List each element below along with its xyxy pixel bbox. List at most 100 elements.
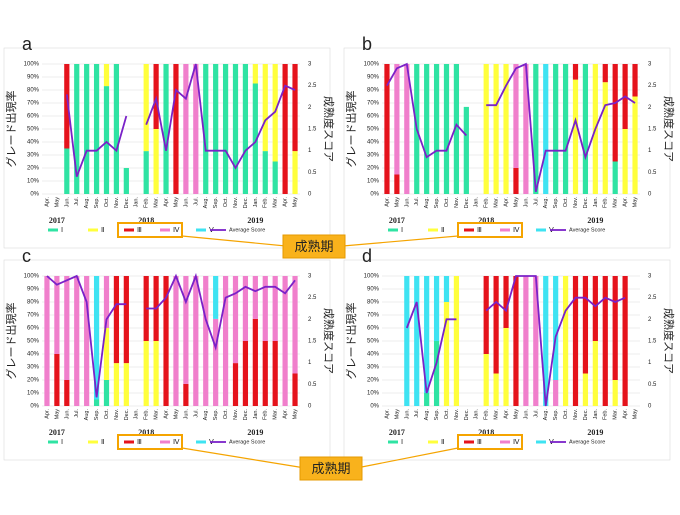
legend-label: Ⅳ [173,227,180,234]
y-tick-label: 30% [367,153,380,159]
x-tick-label: Oct. [563,197,569,208]
bar-segment [562,276,569,406]
x-tick-label: Jul. [74,197,80,206]
year-label: 2018 [478,428,494,437]
x-tick-label: Mar. [154,409,160,420]
bar-segment [123,168,129,194]
bar-segment [404,276,410,406]
bar-segment [292,151,298,194]
bar-segment [453,276,460,406]
bar-segment [513,168,519,194]
panel-label: c [22,246,31,266]
bar-segment [262,151,268,194]
x-tick-label: May [394,409,400,420]
legend-swatch [536,440,546,444]
y-tick-label: 50% [367,127,380,133]
bar-segment [64,380,70,406]
y2-tick-label: 2.5 [308,295,317,301]
x-tick-label: Jun. [404,409,410,420]
x-tick-label: Apr. [283,197,289,207]
bar-segment [582,373,589,406]
bar-segment [103,276,110,328]
bar-segment [292,64,298,152]
y-tick-label: 40% [27,140,40,146]
bar-segment [123,276,129,364]
x-tick-label: May [54,409,60,420]
legend-label: Ⅳ [513,439,520,446]
chart-frame [3,259,331,461]
x-tick-label: Jul. [74,409,80,418]
legend-swatch [160,228,170,232]
y-tick-label: 0% [30,192,39,198]
y2-tick-label: 2.5 [648,83,657,89]
y2-tick-label: 1 [308,360,312,366]
x-tick-label: Jun. [183,409,189,420]
x-tick-label: Jan. [134,197,140,208]
panel-label: a [22,34,33,54]
x-tick-label: Jul. [414,197,420,206]
legend-swatch [500,228,510,232]
y-tick-label: 20% [367,166,380,172]
bar-segment [582,64,589,194]
y-tick-label: 70% [367,101,380,107]
bar-segment [222,64,229,194]
x-tick-label: Jul. [414,409,420,418]
bar-segment [242,341,249,406]
x-tick-label: May [513,409,519,420]
bar-segment [424,276,430,393]
chart-panel: b 0% 10% 20% 30% 40% 50% 60% 70% 80% 90% 100% 0 0.5 1 1… [343,34,676,249]
x-tick-label: Feb. [484,197,490,208]
chart-panel: c 0% 10% 20% 30% 40% 50% 60% 70% 80% 90% 100% 0 0.5 1 1… [3,246,336,461]
legend-swatch [388,440,398,444]
bar-segment [394,174,400,194]
x-tick-label: Feb. [603,409,609,420]
x-tick-label: Feb. [263,197,269,208]
bar-segment [183,276,189,384]
x-tick-label: Jan. [134,409,140,420]
x-tick-label: Aug. [543,409,549,421]
x-tick-label: Sep. [553,409,559,421]
callout-connector [181,235,292,248]
year-label: 2017 [389,216,405,225]
x-tick-label: Mar. [154,197,160,208]
x-tick-label: Oct. [223,409,229,420]
x-tick-label: Oct. [563,409,569,420]
bar-segment [153,341,159,406]
legend-swatch [428,228,438,232]
bar-segment [232,363,239,406]
callout-connector [336,235,459,248]
chart-frame [3,47,331,249]
score-line [405,275,626,407]
legend-swatch [160,440,170,444]
bar-segment [572,276,579,406]
y-tick-label: 90% [367,287,380,293]
y-tick-label: 90% [367,75,380,81]
x-tick-label: Aug. [424,197,430,209]
legend-label: Ⅳ [173,439,180,446]
callout-label: 成熟期 [311,461,350,476]
y-tick-label: 20% [367,378,380,384]
bar-segment [282,276,288,406]
x-tick-label: Mar. [494,409,500,420]
legend-swatch [536,228,546,232]
x-tick-label: Dec. [243,409,249,421]
x-tick-label: Feb. [603,197,609,208]
bar-segment [592,276,598,341]
x-tick-label: Mar. [613,409,619,420]
y-tick-label: 40% [367,140,380,146]
x-tick-label: Sep. [94,409,100,421]
bar-segment [173,276,179,406]
bar-segment [414,276,420,406]
bar-segment [93,64,100,194]
bar-segment [232,276,239,364]
y-tick-label: 60% [367,114,380,120]
x-tick-label: Jan. [474,197,480,208]
y2-tick-label: 1.5 [308,339,317,345]
y2-tick-label: 2.5 [308,83,317,89]
y-tick-label: 10% [27,391,40,397]
y2-tick-label: 1 [648,148,652,154]
legend-label: Ⅱ [441,439,444,446]
y-tick-label: 60% [27,326,40,332]
x-tick-label: Feb. [144,409,150,420]
y-tick-label: 50% [367,339,380,345]
